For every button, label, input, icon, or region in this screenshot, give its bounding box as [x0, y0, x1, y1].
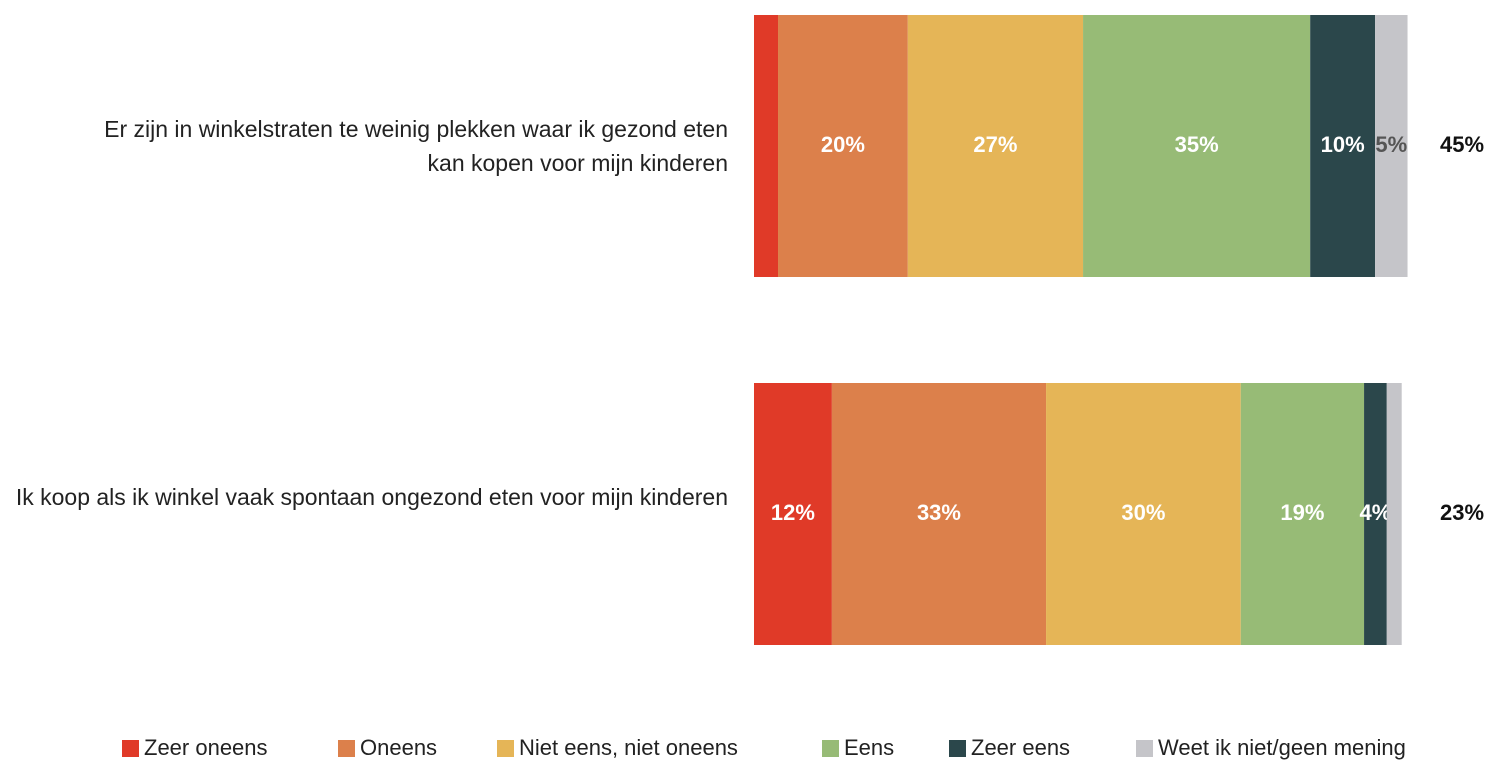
legend-swatch: [1136, 740, 1153, 757]
category-text: Er zijn in winkelstraten te weinig plekk…: [104, 116, 728, 176]
legend-label: Zeer oneens: [144, 735, 268, 760]
segment-label: 30%: [1121, 500, 1165, 525]
legend-label: Eens: [844, 735, 894, 760]
bar-segment: [1046, 383, 1241, 645]
segment-label: 4%: [1360, 500, 1392, 525]
segment-label: 35%: [1175, 132, 1219, 157]
legend-swatch: [338, 740, 355, 757]
bar-segment: [1310, 15, 1376, 277]
bar-segment: [1083, 15, 1311, 277]
bar-segment: [1364, 383, 1387, 645]
category-text: Ik koop als ik winkel vaak spontaan onge…: [15, 484, 728, 510]
legend-swatch: [122, 740, 139, 757]
bar-segment: [1240, 383, 1365, 645]
legend-swatch: [497, 740, 514, 757]
bar-segment: [907, 15, 1084, 277]
bar-segment: [754, 15, 779, 277]
bar-segment: [831, 383, 1047, 645]
segment-label: 5%: [1375, 132, 1407, 157]
bar-segment: [1386, 383, 1402, 645]
total-label: 23%: [1440, 500, 1484, 525]
total-label: 45%: [1440, 132, 1484, 157]
category-label: Er zijn in winkelstraten te weinig plekk…: [0, 112, 728, 180]
legend-label: Zeer eens: [971, 735, 1070, 760]
legend-swatch: [822, 740, 839, 757]
legend-label: Oneens: [360, 735, 437, 760]
segment-label: 33%: [917, 500, 961, 525]
legend-label: Weet ik niet/geen mening: [1158, 735, 1406, 760]
segment-label: 20%: [821, 132, 865, 157]
segment-label: 10%: [1321, 132, 1365, 157]
segment-label: 12%: [771, 500, 815, 525]
bar-segment: [754, 383, 832, 645]
category-label: Ik koop als ik winkel vaak spontaan onge…: [0, 480, 728, 514]
bar-segment: [778, 15, 908, 277]
legend-label: Niet eens, niet oneens: [519, 735, 738, 760]
segment-label: 27%: [973, 132, 1017, 157]
segment-label: 19%: [1280, 500, 1324, 525]
legend-swatch: [949, 740, 966, 757]
bar-segment: [1375, 15, 1408, 277]
